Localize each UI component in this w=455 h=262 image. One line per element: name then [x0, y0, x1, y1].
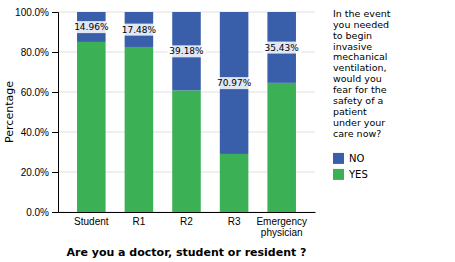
y-tick-label: 0.0% — [26, 207, 49, 218]
legend-item: YES — [333, 169, 368, 180]
y-tick-label: 100.0% — [15, 7, 49, 18]
title-line: care now? — [333, 128, 381, 139]
plot-area: 0.0% 20.0% 40.0% 60.0% 80.0% 100.0% Student R1 R… — [15, 7, 315, 238]
data-label-text: 39.18% — [169, 46, 204, 56]
legend-swatch — [333, 153, 344, 164]
y-tick-mark — [52, 52, 58, 53]
y-tick: 60.0% — [21, 87, 58, 98]
bar — [220, 154, 249, 212]
x-tick-label-line: physician — [261, 227, 303, 238]
title-line: to begin — [333, 30, 372, 41]
y-tick: 100.0% — [15, 7, 58, 18]
y-tick-label: 60.0% — [21, 87, 49, 98]
x-tick-label-line: R2 — [180, 216, 193, 227]
title-line: invasive — [333, 41, 372, 52]
x-tick-label-line: Emergency — [256, 216, 307, 227]
x-tick-label: R1 — [133, 216, 146, 227]
y-tick: 20.0% — [21, 167, 58, 178]
x-tick-label-line: Student — [74, 216, 109, 227]
data-label: 14.96% — [72, 21, 111, 33]
title-line: ventilation, — [333, 62, 387, 73]
x-tick: R1 — [133, 216, 146, 227]
chart: 0.0% 20.0% 40.0% 60.0% 80.0% 100.0% Student R1 R… — [0, 0, 455, 262]
title-line: fear for the — [333, 84, 387, 95]
data-label-bg — [215, 77, 254, 89]
x-axis-title: Are you a doctor, student or resident ? — [67, 246, 307, 259]
y-tick-mark — [52, 132, 58, 133]
x-tick-label-line: R3 — [228, 216, 241, 227]
legend: NO YES — [333, 153, 368, 180]
legend-label: YES — [348, 169, 368, 180]
y-axis-line — [52, 13, 59, 213]
bar — [172, 90, 201, 212]
x-tick-label: Emergencyphysician — [256, 216, 307, 238]
data-label: 35.43% — [263, 42, 302, 54]
x-tick-label: Student — [74, 216, 109, 227]
y-tick-label: 80.0% — [21, 47, 49, 58]
title-line: In the event — [333, 8, 391, 19]
x-tick: Emergencyphysician — [256, 216, 307, 238]
data-label-bg — [120, 24, 159, 36]
y-tick: 80.0% — [21, 47, 58, 58]
y-tick-mark — [52, 212, 58, 213]
title-line: mechanical — [333, 51, 388, 62]
y-tick-label: 20.0% — [21, 167, 49, 178]
grid — [58, 12, 315, 212]
y-tick: 0.0% — [26, 207, 58, 218]
x-tick: Student — [74, 216, 109, 227]
x-tick-label: R2 — [180, 216, 193, 227]
title-line: safety of a — [333, 95, 383, 106]
y-axis: 0.0% 20.0% 40.0% 60.0% 80.0% 100.0% — [15, 7, 58, 218]
legend-swatch — [333, 169, 344, 180]
title-line: patient — [333, 106, 367, 117]
y-tick-label: 40.0% — [21, 127, 49, 138]
bar — [77, 42, 106, 212]
data-label-bg — [167, 45, 206, 57]
x-tick: R2 — [180, 216, 193, 227]
data-labels: 14.96% 17.48% 39.18% 70.97% 35.43% — [72, 21, 301, 89]
y-tick-mark — [52, 172, 58, 173]
y-axis-title: Percentage — [3, 81, 16, 143]
title-line: under your — [333, 117, 385, 128]
y-tick-mark — [52, 92, 58, 93]
x-axis-line — [59, 212, 316, 213]
legend-label: NO — [349, 153, 364, 164]
data-label-bg — [263, 42, 302, 54]
x-tick-label: R3 — [228, 216, 241, 227]
title-line: would you — [333, 73, 382, 84]
bar — [267, 83, 296, 212]
x-axis: Student R1 R2 R3 Emergencyphysician — [59, 213, 316, 239]
series-1 — [77, 12, 296, 154]
bar — [125, 47, 154, 212]
data-label: 39.18% — [167, 45, 206, 57]
data-label-text: 70.97% — [217, 78, 252, 88]
data-label-text: 35.43% — [265, 43, 300, 53]
data-label: 17.48% — [120, 24, 159, 36]
y-tick-mark — [52, 12, 58, 13]
x-tick: R3 — [228, 216, 241, 227]
y-tick: 40.0% — [21, 127, 58, 138]
x-tick-label-line: R1 — [133, 216, 146, 227]
data-label-bg — [72, 21, 111, 33]
data-label-text: 14.96% — [74, 22, 109, 32]
data-label-text: 17.48% — [122, 25, 157, 35]
legend-item: NO — [333, 153, 364, 164]
title-line: you needed — [333, 19, 389, 30]
data-label: 70.97% — [215, 77, 254, 89]
title: In the eventyou neededto begininvasiveme… — [333, 8, 391, 139]
